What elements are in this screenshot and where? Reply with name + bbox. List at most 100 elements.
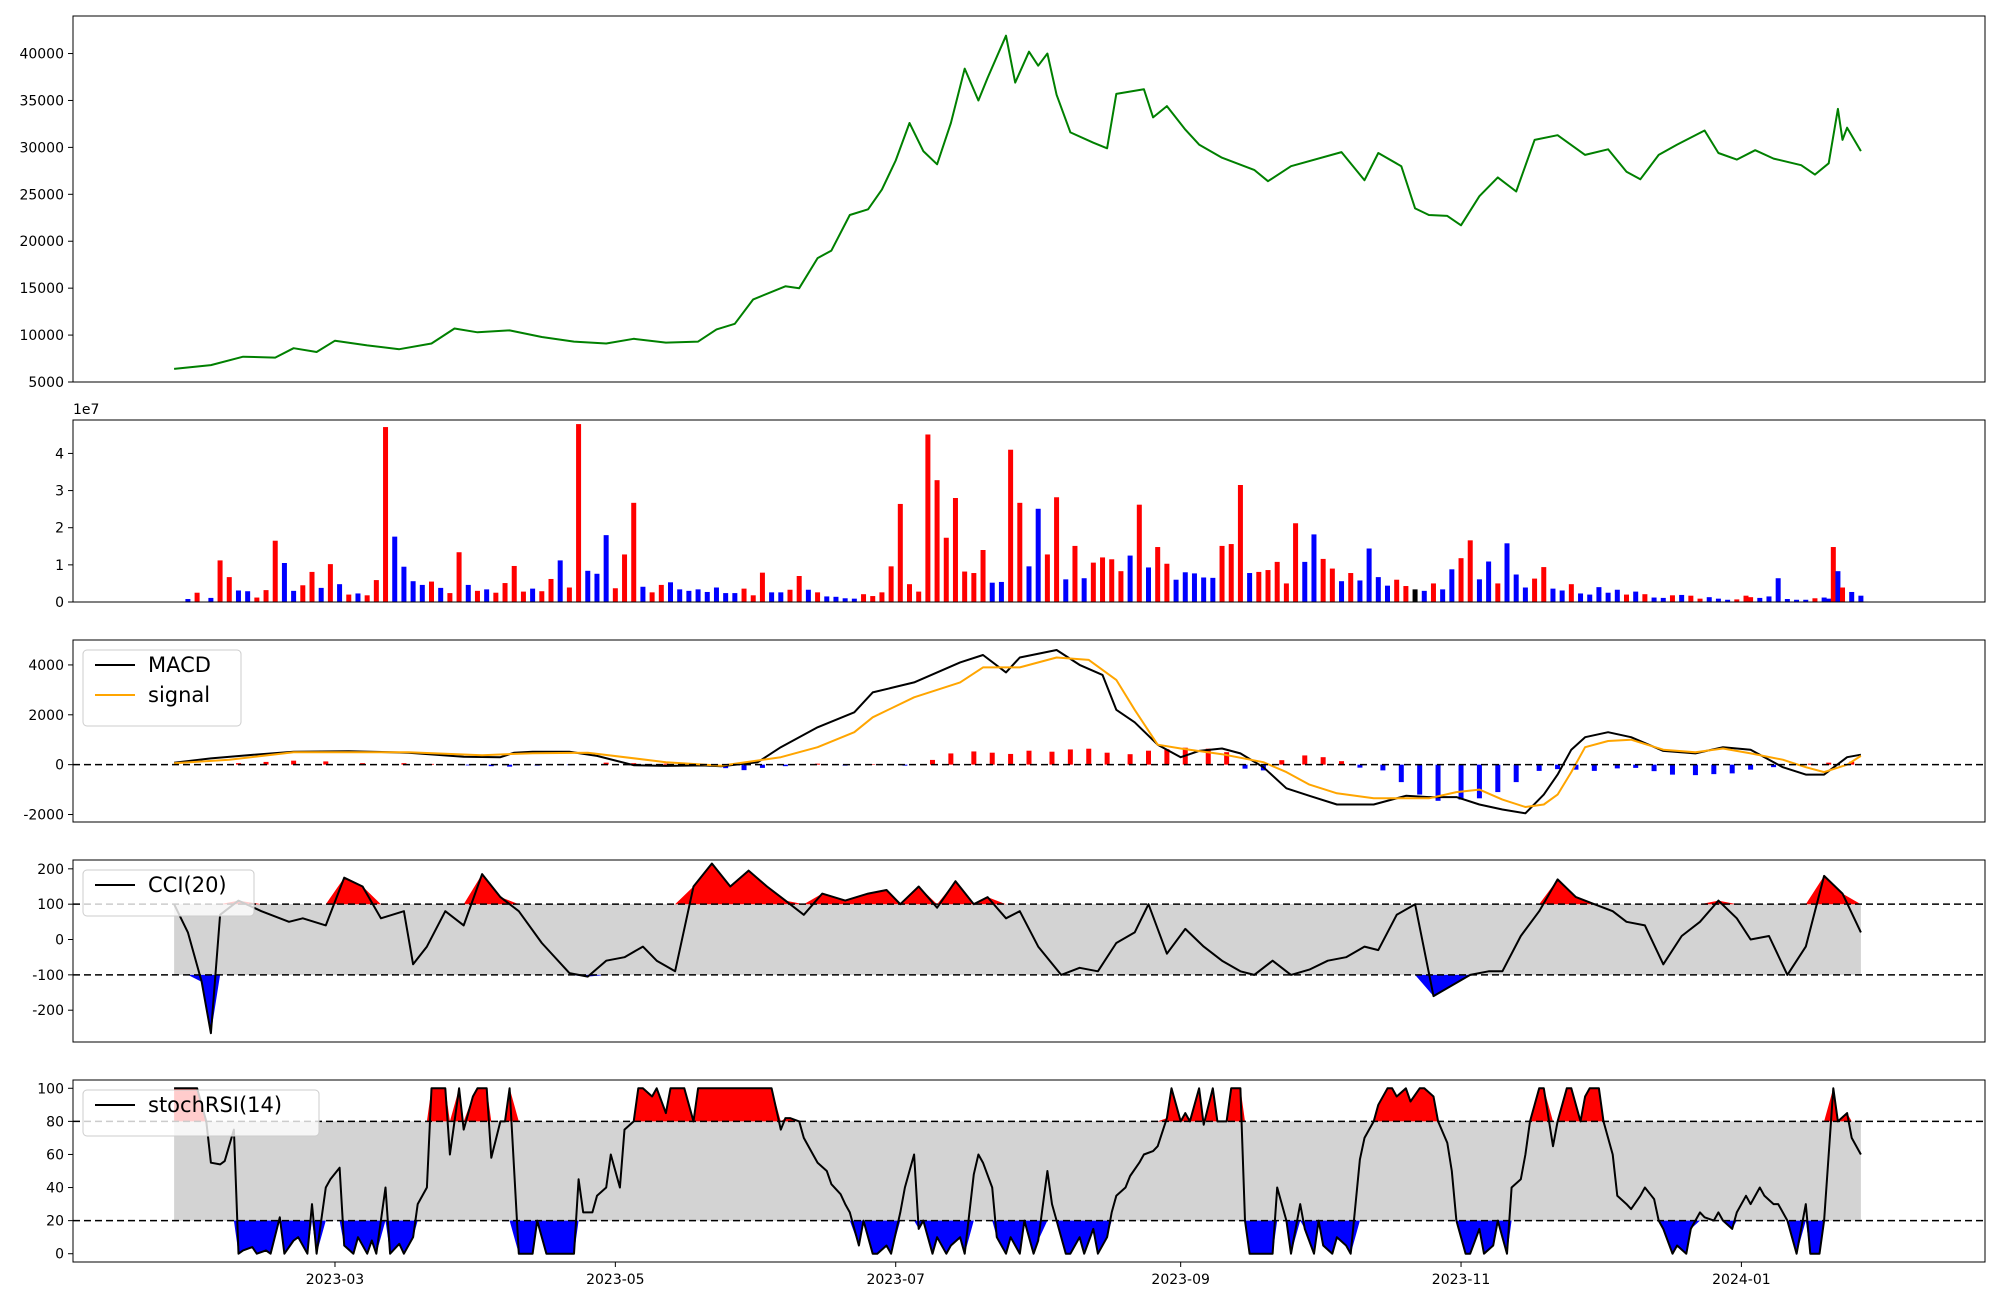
volume-bar [1394,580,1399,602]
volume-bar [310,572,315,602]
price-plot-area [174,36,1861,369]
macd-histogram-bar [1495,765,1500,792]
stochrsi-overbought-fill [174,1088,1861,1121]
volume-bar [1716,599,1721,602]
volume-bar [1822,598,1827,602]
volume-bar [1748,597,1753,602]
volume-bar [1321,559,1326,602]
price-ytick-label: 15000 [19,281,64,297]
volume-ytick-label: 3 [55,484,64,500]
volume-bar [420,585,425,602]
price-ytick-label: 20000 [19,234,64,250]
volume-bar [668,582,673,602]
volume-bar [1766,596,1771,602]
volume-bar [760,573,765,602]
volume-bar [889,566,894,602]
volume-bar [797,576,802,602]
volume-bar [870,596,875,602]
macd-histogram-bar [1105,753,1110,765]
macd-histogram-bar [1670,765,1675,775]
volume-bar [1210,578,1215,602]
volume-bar [300,585,305,602]
xtick-label: 2023-11 [1432,1272,1491,1288]
volume-bar [1840,588,1845,602]
volume-bar [1707,597,1712,602]
volume-bar [650,592,655,602]
volume-bar [291,591,296,602]
volume-bar [1082,578,1087,602]
macd-histogram-bar [1380,765,1385,771]
price-frame [73,16,1985,382]
cci-plot-area [174,864,1861,1034]
price-ytick-label: 5000 [28,375,64,391]
macd-histogram-bar [971,751,976,764]
volume-bar [282,563,287,602]
xtick-label: 2023-07 [866,1272,925,1288]
volume-bar [1348,573,1353,602]
volume-bar [1698,599,1703,602]
volume-bar [1376,577,1381,602]
cci-neutral-band [174,904,1861,975]
volume-bar [1017,503,1022,602]
volume-bar [493,593,498,602]
volume-bar [751,595,756,602]
volume-bar [1514,575,1519,602]
macd-histogram-bar [1711,765,1716,774]
volume-bar [1812,598,1817,602]
volume-bar [227,577,232,602]
volume-bar [1293,523,1298,602]
macd-ytick-label: 0 [55,758,64,774]
macd-histogram-bar [1146,751,1151,765]
volume-bar [916,592,921,602]
volume-bar [1606,593,1611,602]
volume-bar [1587,595,1592,602]
volume-bar [723,593,728,602]
volume-bar [1661,598,1666,602]
macd-histogram-bar [1027,751,1032,765]
legend-label: MACD [148,653,211,677]
macd-histogram-bar [1652,765,1657,771]
legend-label: stochRSI(14) [148,1093,282,1117]
xtick-label: 2023-05 [586,1272,645,1288]
volume-bar [1849,592,1854,602]
macd-histogram-bar [1049,752,1054,765]
volume-bar [1403,586,1408,602]
volume-bar [1835,571,1840,602]
volume-bar [1505,543,1510,602]
volume-bar [1858,596,1863,602]
volume-bar [631,503,636,602]
volume-bar [944,538,949,602]
volume-bar [383,427,388,602]
volume-bar [1670,595,1675,602]
volume-bar [1826,599,1831,602]
volume-plot-area [185,424,1863,602]
volume-bar [935,480,940,602]
volume-ytick-label: 2 [55,521,64,537]
volume-bar [990,583,995,602]
volume-bar [1302,562,1307,602]
volume-bar [503,583,508,602]
stochrsi-ytick-label: 0 [55,1247,64,1263]
volume-bar [328,564,333,602]
volume-bar [981,550,986,602]
stochrsi-ytick-label: 40 [46,1181,64,1197]
volume-bar [1459,558,1464,602]
macd-histogram-bar [1693,765,1698,775]
volume-bar [1776,578,1781,602]
macd-ytick-label: -2000 [23,808,64,824]
stochrsi-ytick-label: 80 [46,1114,64,1130]
volume-bar [1468,540,1473,602]
volume-bar [208,598,213,602]
volume-bar [852,599,857,602]
volume-bar [1201,577,1206,602]
volume-bar [1615,590,1620,602]
volume-bar [604,535,609,602]
volume-bar [447,593,452,602]
volume-bar [1118,571,1123,602]
price-ytick-label: 35000 [19,93,64,109]
volume-bar [714,588,719,602]
macd-histogram-bar [1302,755,1307,764]
volume-bar [1385,586,1390,602]
volume-bar [1532,579,1537,602]
